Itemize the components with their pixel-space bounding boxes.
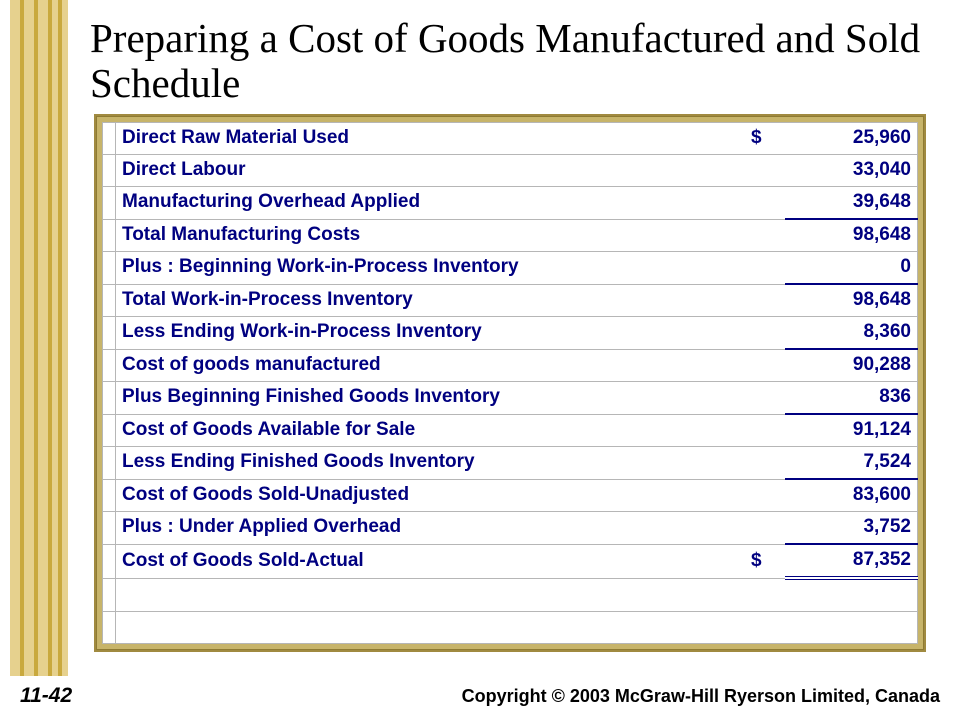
row-currency xyxy=(745,317,785,350)
page-number: 11-42 xyxy=(20,684,72,708)
row-value: 836 xyxy=(785,382,918,415)
row-currency xyxy=(745,578,785,612)
row-label: Cost of Goods Sold-Actual xyxy=(116,544,746,578)
row-gutter xyxy=(103,578,116,612)
table-row: Direct Labour 33,040 xyxy=(103,155,918,187)
row-label: Direct Labour xyxy=(116,155,746,187)
row-gutter xyxy=(103,479,116,512)
table-row: Manufacturing Overhead Applied 39,648 xyxy=(103,187,918,220)
row-value xyxy=(785,612,918,644)
row-gutter xyxy=(103,382,116,415)
table-row: Plus : Under Applied Overhead 3,752 xyxy=(103,512,918,545)
spreadsheet: Direct Raw Material Used$25,960Direct La… xyxy=(102,122,918,644)
row-currency xyxy=(745,155,785,187)
cogs-schedule-table: Direct Raw Material Used$25,960Direct La… xyxy=(102,122,918,644)
row-label xyxy=(116,612,746,644)
row-value: 98,648 xyxy=(785,284,918,317)
table-row: Total Work-in-Process Inventory 98,648 xyxy=(103,284,918,317)
row-gutter xyxy=(103,155,116,187)
row-currency xyxy=(745,219,785,252)
row-label: Less Ending Work-in-Process Inventory xyxy=(116,317,746,350)
row-gutter xyxy=(103,284,116,317)
row-value: 3,752 xyxy=(785,512,918,545)
table-row: Cost of Goods Sold-Actual$87,352 xyxy=(103,544,918,578)
table-row: Less Ending Finished Goods Inventory 7,52… xyxy=(103,447,918,480)
row-label: Plus : Under Applied Overhead xyxy=(116,512,746,545)
row-currency xyxy=(745,382,785,415)
row-currency xyxy=(745,447,785,480)
row-currency: $ xyxy=(745,544,785,578)
row-value: 87,352 xyxy=(785,544,918,578)
row-label xyxy=(116,578,746,612)
row-value: 98,648 xyxy=(785,219,918,252)
table-row: Cost of Goods Sold-Unadjusted 83,600 xyxy=(103,479,918,512)
row-label: Cost of Goods Available for Sale xyxy=(116,414,746,447)
table-row: Less Ending Work-in-Process Inventory 8,3… xyxy=(103,317,918,350)
row-value: 25,960 xyxy=(785,123,918,155)
table-row: Cost of goods manufactured 90,288 xyxy=(103,349,918,382)
row-gutter xyxy=(103,317,116,350)
table-row-blank xyxy=(103,612,918,644)
row-label: Manufacturing Overhead Applied xyxy=(116,187,746,220)
row-gutter xyxy=(103,512,116,545)
row-label: Total Manufacturing Costs xyxy=(116,219,746,252)
row-gutter xyxy=(103,219,116,252)
table-row: Plus Beginning Finished Goods Inventory 8… xyxy=(103,382,918,415)
slide-content: Preparing a Cost of Goods Manufactured a… xyxy=(84,16,936,666)
row-gutter xyxy=(103,447,116,480)
table-row: Direct Raw Material Used$25,960 xyxy=(103,123,918,155)
table-row-blank xyxy=(103,578,918,612)
row-value: 33,040 xyxy=(785,155,918,187)
row-currency xyxy=(745,512,785,545)
row-value: 39,648 xyxy=(785,187,918,220)
table-row: Total Manufacturing Costs 98,648 xyxy=(103,219,918,252)
row-value: 8,360 xyxy=(785,317,918,350)
row-label: Cost of Goods Sold-Unadjusted xyxy=(116,479,746,512)
row-gutter xyxy=(103,544,116,578)
row-label: Cost of goods manufactured xyxy=(116,349,746,382)
row-value: 91,124 xyxy=(785,414,918,447)
row-currency xyxy=(745,612,785,644)
row-gutter xyxy=(103,414,116,447)
row-value: 0 xyxy=(785,252,918,285)
footer: 11-42 Copyright © 2003 McGraw-Hill Ryers… xyxy=(20,684,940,708)
row-currency xyxy=(745,414,785,447)
row-value: 7,524 xyxy=(785,447,918,480)
row-gutter xyxy=(103,187,116,220)
slide-title: Preparing a Cost of Goods Manufactured a… xyxy=(90,16,936,106)
table-row: Plus : Beginning Work-in-Process Invento… xyxy=(103,252,918,285)
row-gutter xyxy=(103,349,116,382)
left-decor-stripes xyxy=(10,0,72,676)
row-currency xyxy=(745,479,785,512)
row-label: Direct Raw Material Used xyxy=(116,123,746,155)
table-row: Cost of Goods Available for Sale 91,124 xyxy=(103,414,918,447)
slide: Preparing a Cost of Goods Manufactured a… xyxy=(0,0,960,720)
row-currency xyxy=(745,187,785,220)
row-currency xyxy=(745,284,785,317)
row-gutter xyxy=(103,252,116,285)
row-currency xyxy=(745,252,785,285)
row-currency: $ xyxy=(745,123,785,155)
copyright: Copyright © 2003 McGraw-Hill Ryerson Lim… xyxy=(462,686,940,707)
row-label: Plus : Beginning Work-in-Process Invento… xyxy=(116,252,746,285)
row-label: Plus Beginning Finished Goods Inventory xyxy=(116,382,746,415)
row-label: Total Work-in-Process Inventory xyxy=(116,284,746,317)
row-value xyxy=(785,578,918,612)
row-value: 90,288 xyxy=(785,349,918,382)
spreadsheet-frame: Direct Raw Material Used$25,960Direct La… xyxy=(94,114,926,652)
row-label: Less Ending Finished Goods Inventory xyxy=(116,447,746,480)
row-gutter xyxy=(103,612,116,644)
row-value: 83,600 xyxy=(785,479,918,512)
row-gutter xyxy=(103,123,116,155)
row-currency xyxy=(745,349,785,382)
